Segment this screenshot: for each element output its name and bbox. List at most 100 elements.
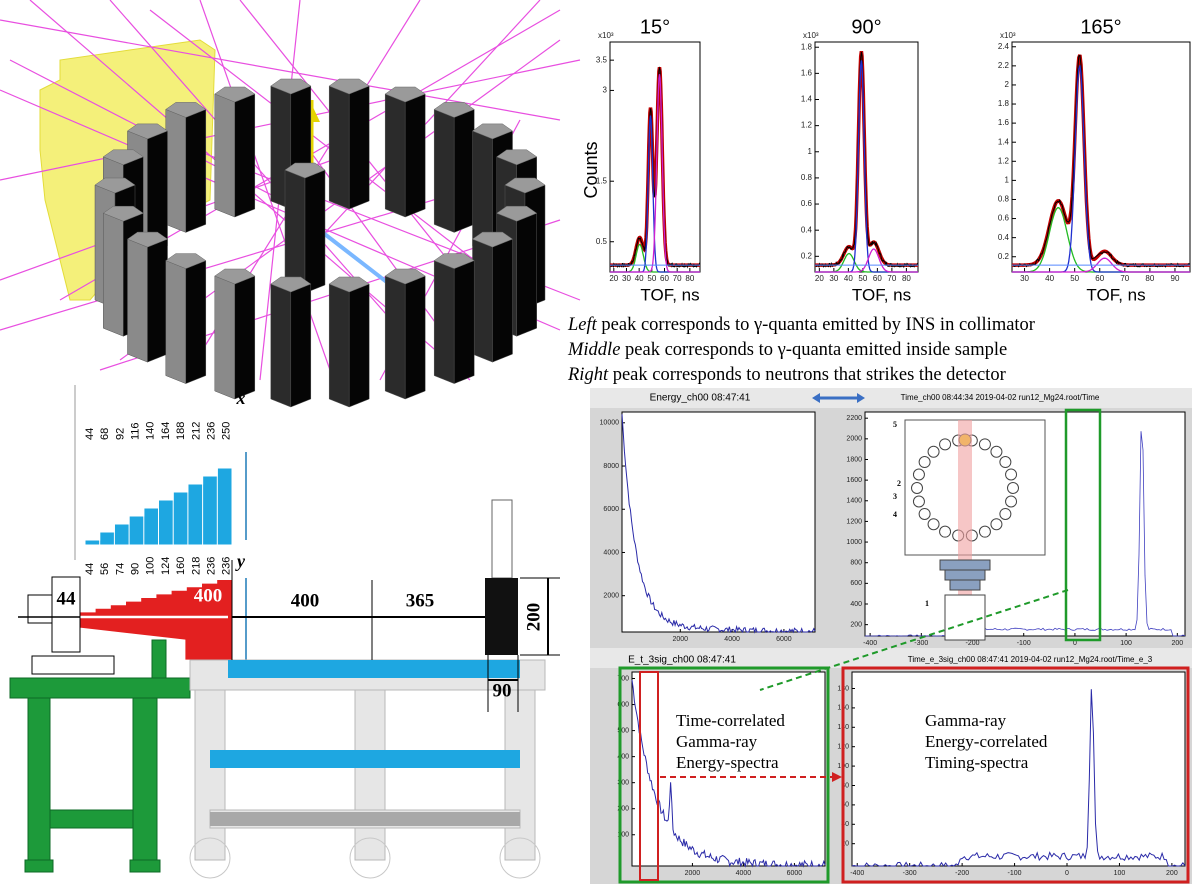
frame-part [195,690,225,860]
annotation: Time-correlated [676,711,785,730]
annotation: Timing-spectra [925,753,1029,772]
y-tick-label: 1.4 [998,137,1010,146]
table-part [10,678,190,698]
y-tick-label: 10000 [600,420,620,427]
detector-pmt [492,500,512,578]
diagram-label: 4 [893,510,897,519]
detector-face [215,276,235,399]
x-tick-label: -300 [903,870,917,877]
x-value: 140 [145,422,157,440]
schematic-detector [1000,457,1011,468]
frame-part [355,690,385,860]
x-value: 250 [221,422,233,440]
y-tick-label: 2200 [846,415,862,422]
detector-face [186,109,206,232]
detector-face [271,284,291,407]
y-tick-label: 2000 [846,436,862,443]
detector-face [291,284,311,407]
y-tick-label: 2000 [603,593,619,600]
caption-line: Left peak corresponds to γ-quanta emitte… [567,315,1035,335]
x-value: 116 [130,422,142,440]
detector-face [349,86,369,209]
x-tick-label: 50 [858,274,867,283]
y-tick-label: 1 [1005,175,1010,184]
detector-face [305,170,325,293]
collimator-box [28,595,52,623]
x-tick-label: 40 [844,274,853,283]
schematic-detector [1006,496,1017,507]
axis-multiplier: x10³ [598,31,614,40]
x-value: 236 [206,422,218,440]
y-tick-label: 0.6 [801,199,813,208]
y-tick-label: 400 [850,601,862,608]
detector-face [235,94,255,217]
schematic-detector [913,469,924,480]
caption-emphasis: Left [567,315,598,335]
x-value: 68 [99,428,111,440]
table-part [133,698,157,870]
collimator-base [32,656,114,674]
schematic-detector [940,439,951,450]
caption-text: peak corresponds to γ-quanta emitted ins… [625,340,1007,360]
y-tick-label: 1.6 [801,68,813,77]
schematic-collimator [945,570,985,580]
y-value: 74 [114,563,126,575]
schematic-detector [1008,483,1019,494]
diagram-label: 2 [897,479,901,488]
x-tick-label: 100 [1120,640,1132,647]
x-tick-label: 70 [1120,274,1129,283]
y-tick-label: 1800 [846,456,862,463]
caption-line: Middle peak corresponds to γ-quanta emit… [567,340,1007,360]
detector-face [517,213,537,336]
diagram-label: 3 [893,492,897,501]
caption-text: peak corresponds to neutrons that strike… [613,365,1006,385]
table-part [50,810,133,828]
detector-face [215,94,235,217]
x-axis-label: TOF, ns [640,285,699,304]
y-tick-label: 1.2 [801,121,813,130]
detector-face [454,109,474,232]
x-value: 188 [175,422,187,440]
y-tick-label: 1.6 [998,118,1010,127]
y-tick-label: 0.6 [998,214,1010,223]
x-tick-label: -100 [1008,870,1022,877]
detector-face [148,239,168,362]
y-value: 236 [206,557,218,575]
y-tick-label: 0.4 [801,225,813,234]
table-part [28,698,50,870]
y-value: 44 [84,563,96,575]
detector-face [186,261,206,384]
detector-face [434,261,454,384]
detector-face [166,109,186,232]
schematic-detector [979,439,990,450]
y-tick-label: 2.2 [998,61,1010,70]
panel-title: 165° [1080,16,1121,38]
x-tick-label: 70 [887,274,896,283]
x-value: 164 [160,422,172,440]
detector-face [405,276,425,399]
x-tick-label: 80 [685,274,694,283]
schematic-detector [940,526,951,537]
x-tick-label: 4000 [724,636,740,643]
panel-title: 90° [851,16,881,38]
plot-frame [865,412,1185,636]
y-tick-label: 1.4 [801,95,813,104]
y-tick-label: 0.2 [801,251,813,260]
x-tick-label: 40 [635,274,644,283]
x-tick-label: -100 [1017,640,1031,647]
dimension-label: 400 [291,590,320,611]
panel-title: E_t_3sig_ch00 08:47:41 [628,655,736,666]
x-tick-label: 60 [873,274,882,283]
y-tick-label: 1.2 [998,156,1010,165]
y-value: 236 [221,557,233,575]
panel-title: Time_ch00 08:44:34 2019-04-02 run12_Mg24… [901,393,1100,402]
caption-emphasis: Right [567,365,609,385]
x-tick-label: 40 [1045,274,1054,283]
x-tick-label: 30 [829,274,838,283]
dimension-label: 44 [57,588,77,609]
detector-face [473,239,493,362]
y-tick-label: 1000 [846,539,862,546]
y-tick-label: 0.5 [596,237,608,246]
frame-part [505,690,535,860]
detector-face [103,213,123,336]
